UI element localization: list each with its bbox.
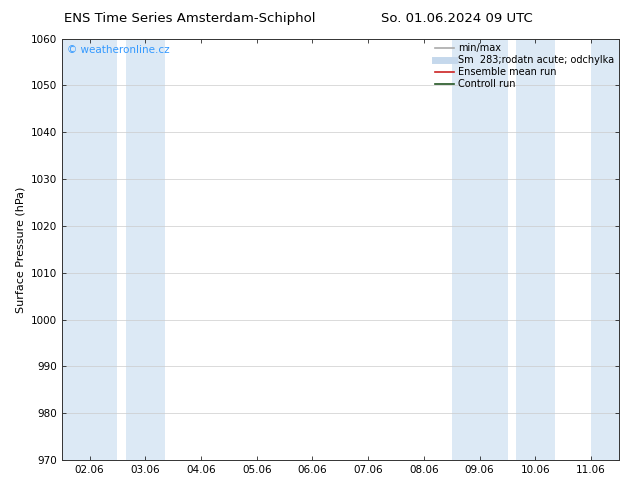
Text: © weatheronline.cz: © weatheronline.cz <box>67 45 170 55</box>
Text: ENS Time Series Amsterdam-Schiphol: ENS Time Series Amsterdam-Schiphol <box>65 12 316 25</box>
Y-axis label: Surface Pressure (hPa): Surface Pressure (hPa) <box>15 186 25 313</box>
Legend: min/max, Sm  283;rodatn acute; odchylka, Ensemble mean run, Controll run: min/max, Sm 283;rodatn acute; odchylka, … <box>435 44 614 89</box>
Bar <box>126 39 165 460</box>
Text: So. 01.06.2024 09 UTC: So. 01.06.2024 09 UTC <box>380 12 533 25</box>
Bar <box>452 39 508 460</box>
Bar <box>591 39 619 460</box>
Bar <box>516 39 555 460</box>
Bar <box>61 39 117 460</box>
